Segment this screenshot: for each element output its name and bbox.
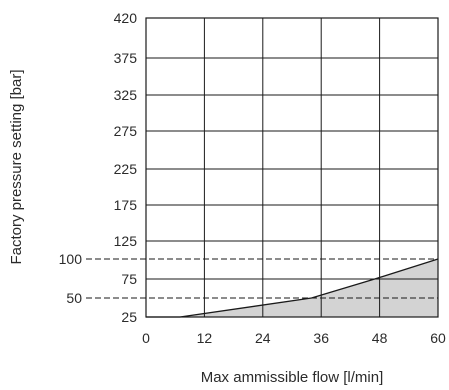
x-tick-label: 36 [313,330,329,346]
x-tick-label: 12 [197,330,213,346]
plot-frame [145,17,439,318]
reference-label: 50 [66,290,82,306]
y-tick-label: 420 [114,10,138,26]
x-tick-label: 60 [430,330,446,346]
area-fill [146,259,438,317]
x-tick-label: 24 [255,330,271,346]
reference-lines: 100 50 [59,251,438,306]
y-tick-label: 25 [121,309,137,325]
x-tick-label: 0 [142,330,150,346]
y-axis-label: Factory pressure setting [bar] [8,69,25,264]
y-tick-label: 175 [114,197,138,213]
area-layer [146,259,438,317]
x-axis-label: Max ammissible flow [l/min] [201,369,384,386]
y-tick-label: 225 [114,161,138,177]
grid-layer [146,18,438,317]
reference-label: 100 [59,251,83,267]
x-tick-label: 48 [372,330,388,346]
x-tick-labels: 0 12 24 36 48 60 [142,330,446,346]
y-tick-labels: 25 75 125 175 225 275 325 375 420 [114,10,138,325]
y-tick-label: 125 [114,233,138,249]
y-tick-label: 75 [121,271,137,287]
y-tick-label: 325 [114,87,138,103]
y-tick-label: 375 [114,50,138,66]
y-tick-label: 275 [114,123,138,139]
